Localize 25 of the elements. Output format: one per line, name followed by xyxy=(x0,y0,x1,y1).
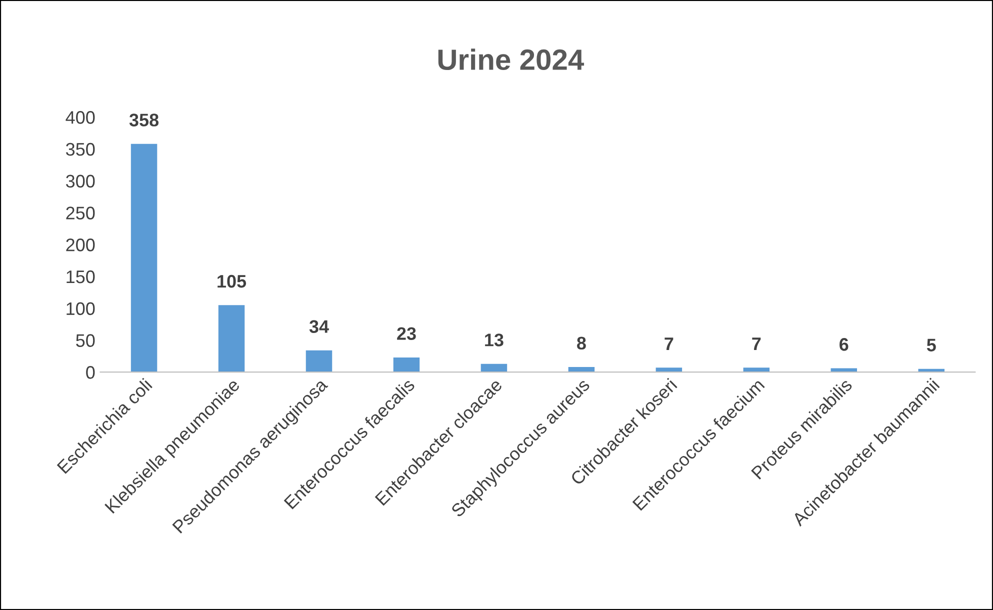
data-label: 8 xyxy=(577,336,586,350)
y-tick-label: 0 xyxy=(86,366,95,379)
y-tick-label: 200 xyxy=(66,238,95,252)
bar xyxy=(393,357,420,372)
y-tick-label: 150 xyxy=(66,270,95,284)
bar xyxy=(130,144,158,372)
data-label: 5 xyxy=(926,338,936,352)
data-label: 6 xyxy=(840,338,848,351)
y-tick-label: 250 xyxy=(66,206,95,220)
bar xyxy=(480,364,508,372)
bar xyxy=(306,350,332,372)
y-tick-label: 400 xyxy=(66,111,95,124)
data-label: 105 xyxy=(218,274,246,288)
data-label: 34 xyxy=(309,320,329,333)
data-label: 13 xyxy=(485,334,504,346)
data-label: 358 xyxy=(129,114,159,126)
y-tick-label: 350 xyxy=(66,142,95,156)
data-label: 23 xyxy=(397,327,416,340)
y-tick-label: 300 xyxy=(66,174,95,188)
data-label: 7 xyxy=(752,338,761,350)
data-label: 7 xyxy=(664,338,674,350)
bar xyxy=(218,305,245,372)
y-tick-label: 50 xyxy=(76,334,95,347)
chart-title: Urine 2024 xyxy=(438,48,584,70)
y-tick-label: 100 xyxy=(66,302,95,316)
